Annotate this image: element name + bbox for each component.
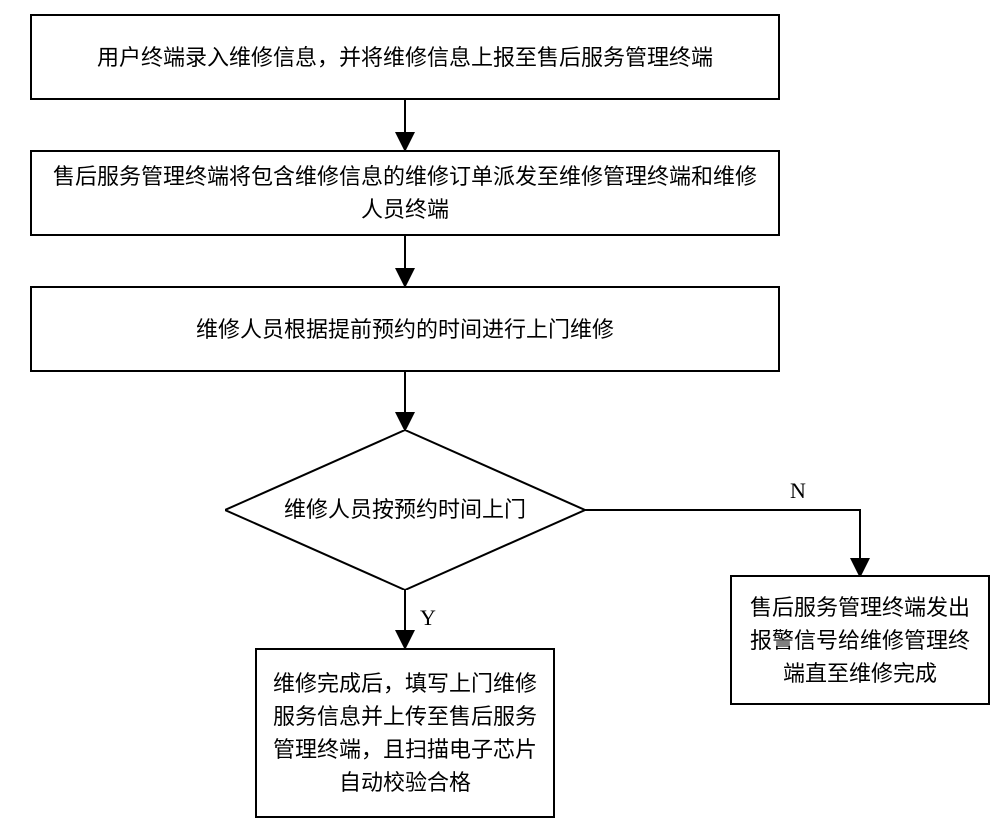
edge-n3-d1 bbox=[395, 372, 415, 430]
edge-d1-n4 bbox=[395, 590, 415, 648]
flow-node-complete: 维修完成后，填写上门维修服务信息并上传至售后服务管理终端，且扫描电子芯片自动校验… bbox=[255, 648, 555, 818]
flow-node-text: 维修完成后，填写上门维修服务信息并上传至售后服务管理终端，且扫描电子芯片自动校验… bbox=[271, 667, 539, 799]
edge-d1-n5 bbox=[585, 500, 875, 580]
edge-label-n: N bbox=[790, 478, 806, 504]
flow-node-text: 售后服务管理终端发出报警信号给维修管理终端直至维修完成 bbox=[746, 591, 974, 690]
edge-n2-n3 bbox=[395, 236, 415, 286]
flow-node-text: 用户终端录入维修信息，并将维修信息上报至售后服务管理终端 bbox=[97, 41, 713, 74]
flow-node-input: 用户终端录入维修信息，并将维修信息上报至售后服务管理终端 bbox=[30, 14, 780, 100]
edge-label-y: Y bbox=[420, 605, 436, 631]
flow-node-dispatch: 售后服务管理终端将包含维修信息的维修订单派发至维修管理终端和维修人员终端 bbox=[30, 150, 780, 236]
flow-node-text: 售后服务管理终端将包含维修信息的维修订单派发至维修管理终端和维修人员终端 bbox=[46, 160, 764, 226]
flow-decision-ontime: 维修人员按预约时间上门 bbox=[225, 430, 585, 590]
flow-node-onsite: 维修人员根据提前预约的时间进行上门维修 bbox=[30, 286, 780, 372]
edge-n1-n2 bbox=[395, 100, 415, 150]
flow-decision-text: 维修人员按预约时间上门 bbox=[284, 495, 526, 526]
flow-node-text: 维修人员根据提前预约的时间进行上门维修 bbox=[196, 313, 614, 346]
flow-node-alarm: 售后服务管理终端发出报警信号给维修管理终端直至维修完成 bbox=[730, 575, 990, 705]
